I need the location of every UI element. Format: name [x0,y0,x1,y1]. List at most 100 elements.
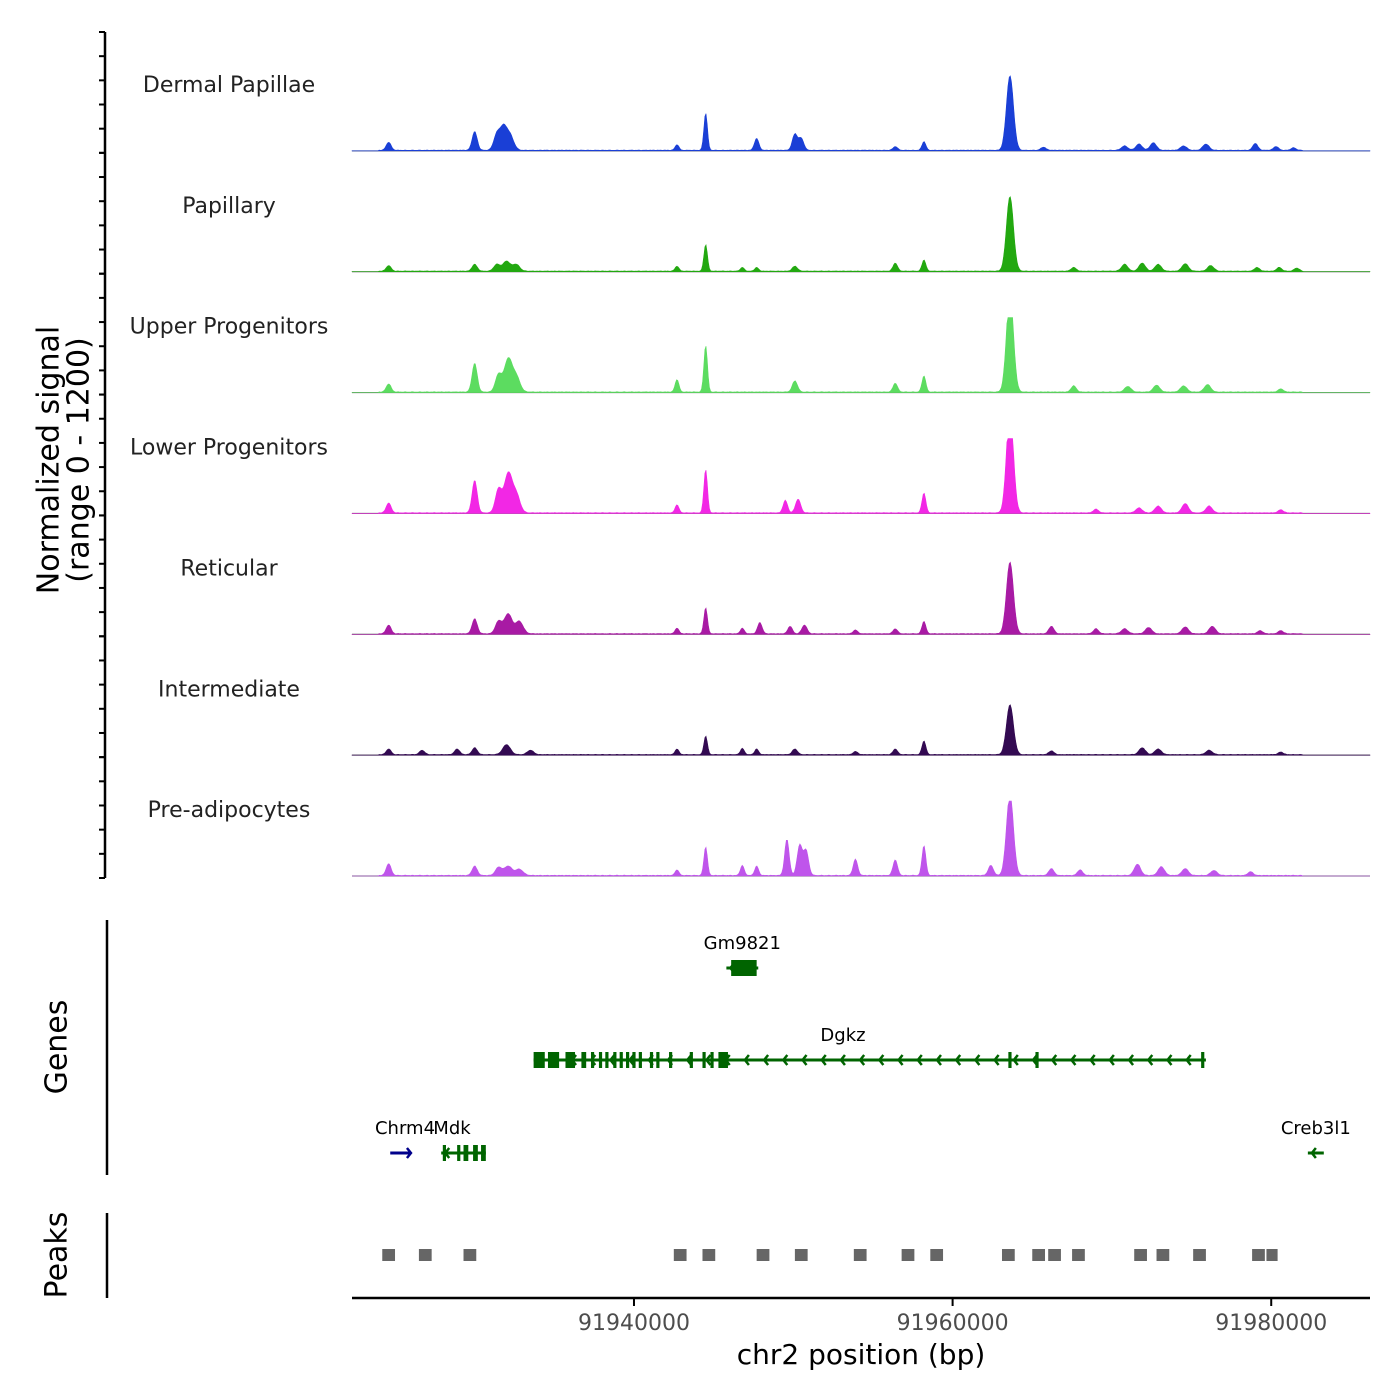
strand-arrow [608,1054,616,1066]
peak-region [901,1249,915,1261]
strand-arrow [800,1054,808,1066]
peaks-y-label: Peaks [40,1212,75,1299]
gene-exon [1035,1052,1039,1068]
coverage-area [351,704,1371,756]
gene-exon [457,1145,461,1161]
strand-arrow [743,1054,750,1066]
peak-region [1156,1249,1170,1261]
strand-arrow [781,1054,789,1066]
coverage-area [352,800,1370,877]
coverage-track: Lower Progenitors [130,436,1371,514]
gene-exon [1201,1052,1205,1068]
gene-model: Dgkz [533,1025,1206,1068]
coverage-track: Reticular [180,556,1371,635]
gene-exon [619,1052,623,1068]
gene-model: Mdk [433,1118,486,1161]
track-label: Lower Progenitors [130,436,328,461]
strand-arrow [1108,1054,1115,1066]
track-label: Intermediate [158,677,300,702]
strand-arrow [896,1054,904,1066]
coverage-y-label-line2: (range 0 - 1200) [62,337,97,583]
peak-region [1001,1249,1015,1261]
gene-model: Gm9821 [704,933,781,976]
strand-arrow [1165,1054,1173,1066]
x-axis-label: chr2 position (bp) [737,1338,986,1371]
strand-arrow [916,1054,923,1066]
gene-exon [632,1052,636,1068]
peak-region [1072,1249,1085,1261]
gene-exon [442,1145,446,1161]
strand-arrow [1089,1054,1096,1066]
gene-model: Creb3l1 [1281,1118,1351,1159]
coverage-track: Dermal Papillae [143,73,1371,152]
genes-y-label: Genes [40,1000,75,1095]
gene-exon [656,1052,660,1068]
strand-arrow [820,1054,827,1066]
strand-arrow [1185,1054,1192,1066]
gene-label: Chrm4 [375,1118,435,1139]
track-label: Reticular [180,556,278,581]
strand-arrow [877,1054,885,1066]
peak-region [794,1249,808,1261]
track-label: Upper Progenitors [130,315,329,340]
strand-arrow [935,1054,942,1066]
strand-arrow [762,1054,770,1066]
strand-arrow [1012,1054,1019,1066]
coverage-area [351,561,1371,635]
peak-region [382,1249,396,1261]
peak-region [1048,1249,1061,1261]
peak-region [673,1249,687,1261]
coverage-y-label-line1: Normalized signal [32,326,67,594]
gene-exon [581,1052,587,1068]
gene-exon [626,1052,630,1068]
coverage-track: Upper Progenitors [130,315,1371,394]
track-label: Dermal Papillae [143,73,315,98]
peak-region [1266,1249,1278,1261]
gene-exon [649,1052,654,1068]
peak-region [1134,1249,1147,1261]
peak-region [463,1249,477,1261]
gene-label: Dgkz [820,1025,865,1046]
coverage-track: Intermediate [158,677,1371,756]
x-tick-label: 91960000 [897,1311,1009,1336]
gene-label: Creb3l1 [1281,1118,1351,1139]
peak-region [1193,1249,1206,1261]
peak-region [702,1249,716,1261]
gene-exon [598,1052,603,1068]
gene-label: Gm9821 [704,933,781,954]
gene-model: Chrm4 [375,1118,435,1159]
track-label: Pre-adipocytes [148,798,311,823]
strand-arrow [1310,1147,1317,1159]
strand-arrow [628,1054,635,1066]
gene-exon [702,1052,706,1068]
gene-exon [613,1052,617,1068]
strand-arrow [839,1054,846,1066]
coverage-area [351,196,1371,273]
gene-exon [731,960,757,976]
coverage-y-axis [99,31,107,879]
strand-arrow [405,1147,413,1159]
peak-region [853,1249,867,1261]
coverage-track: Pre-adipocytes [148,798,1370,877]
gene-exon [533,1052,545,1068]
x-tick-label: 91980000 [1215,1311,1327,1336]
strand-arrow [1146,1054,1154,1066]
gene-exon [565,1052,576,1068]
gene-exon [689,1052,693,1068]
strand-arrow [1069,1054,1077,1066]
strand-arrow [704,1054,712,1066]
gene-exon [473,1145,478,1161]
track-label: Papillary [182,194,276,219]
peaks-track [382,1249,1278,1261]
gene-exon [590,1052,595,1068]
gene-exon [669,1052,673,1068]
gene-exon [1008,1052,1012,1068]
gene-exon [638,1052,642,1068]
peak-region [1032,1249,1046,1261]
peak-region [930,1249,944,1261]
coverage-area [351,75,1371,152]
gene-label: Mdk [433,1118,471,1139]
gene-exon [710,1052,714,1068]
